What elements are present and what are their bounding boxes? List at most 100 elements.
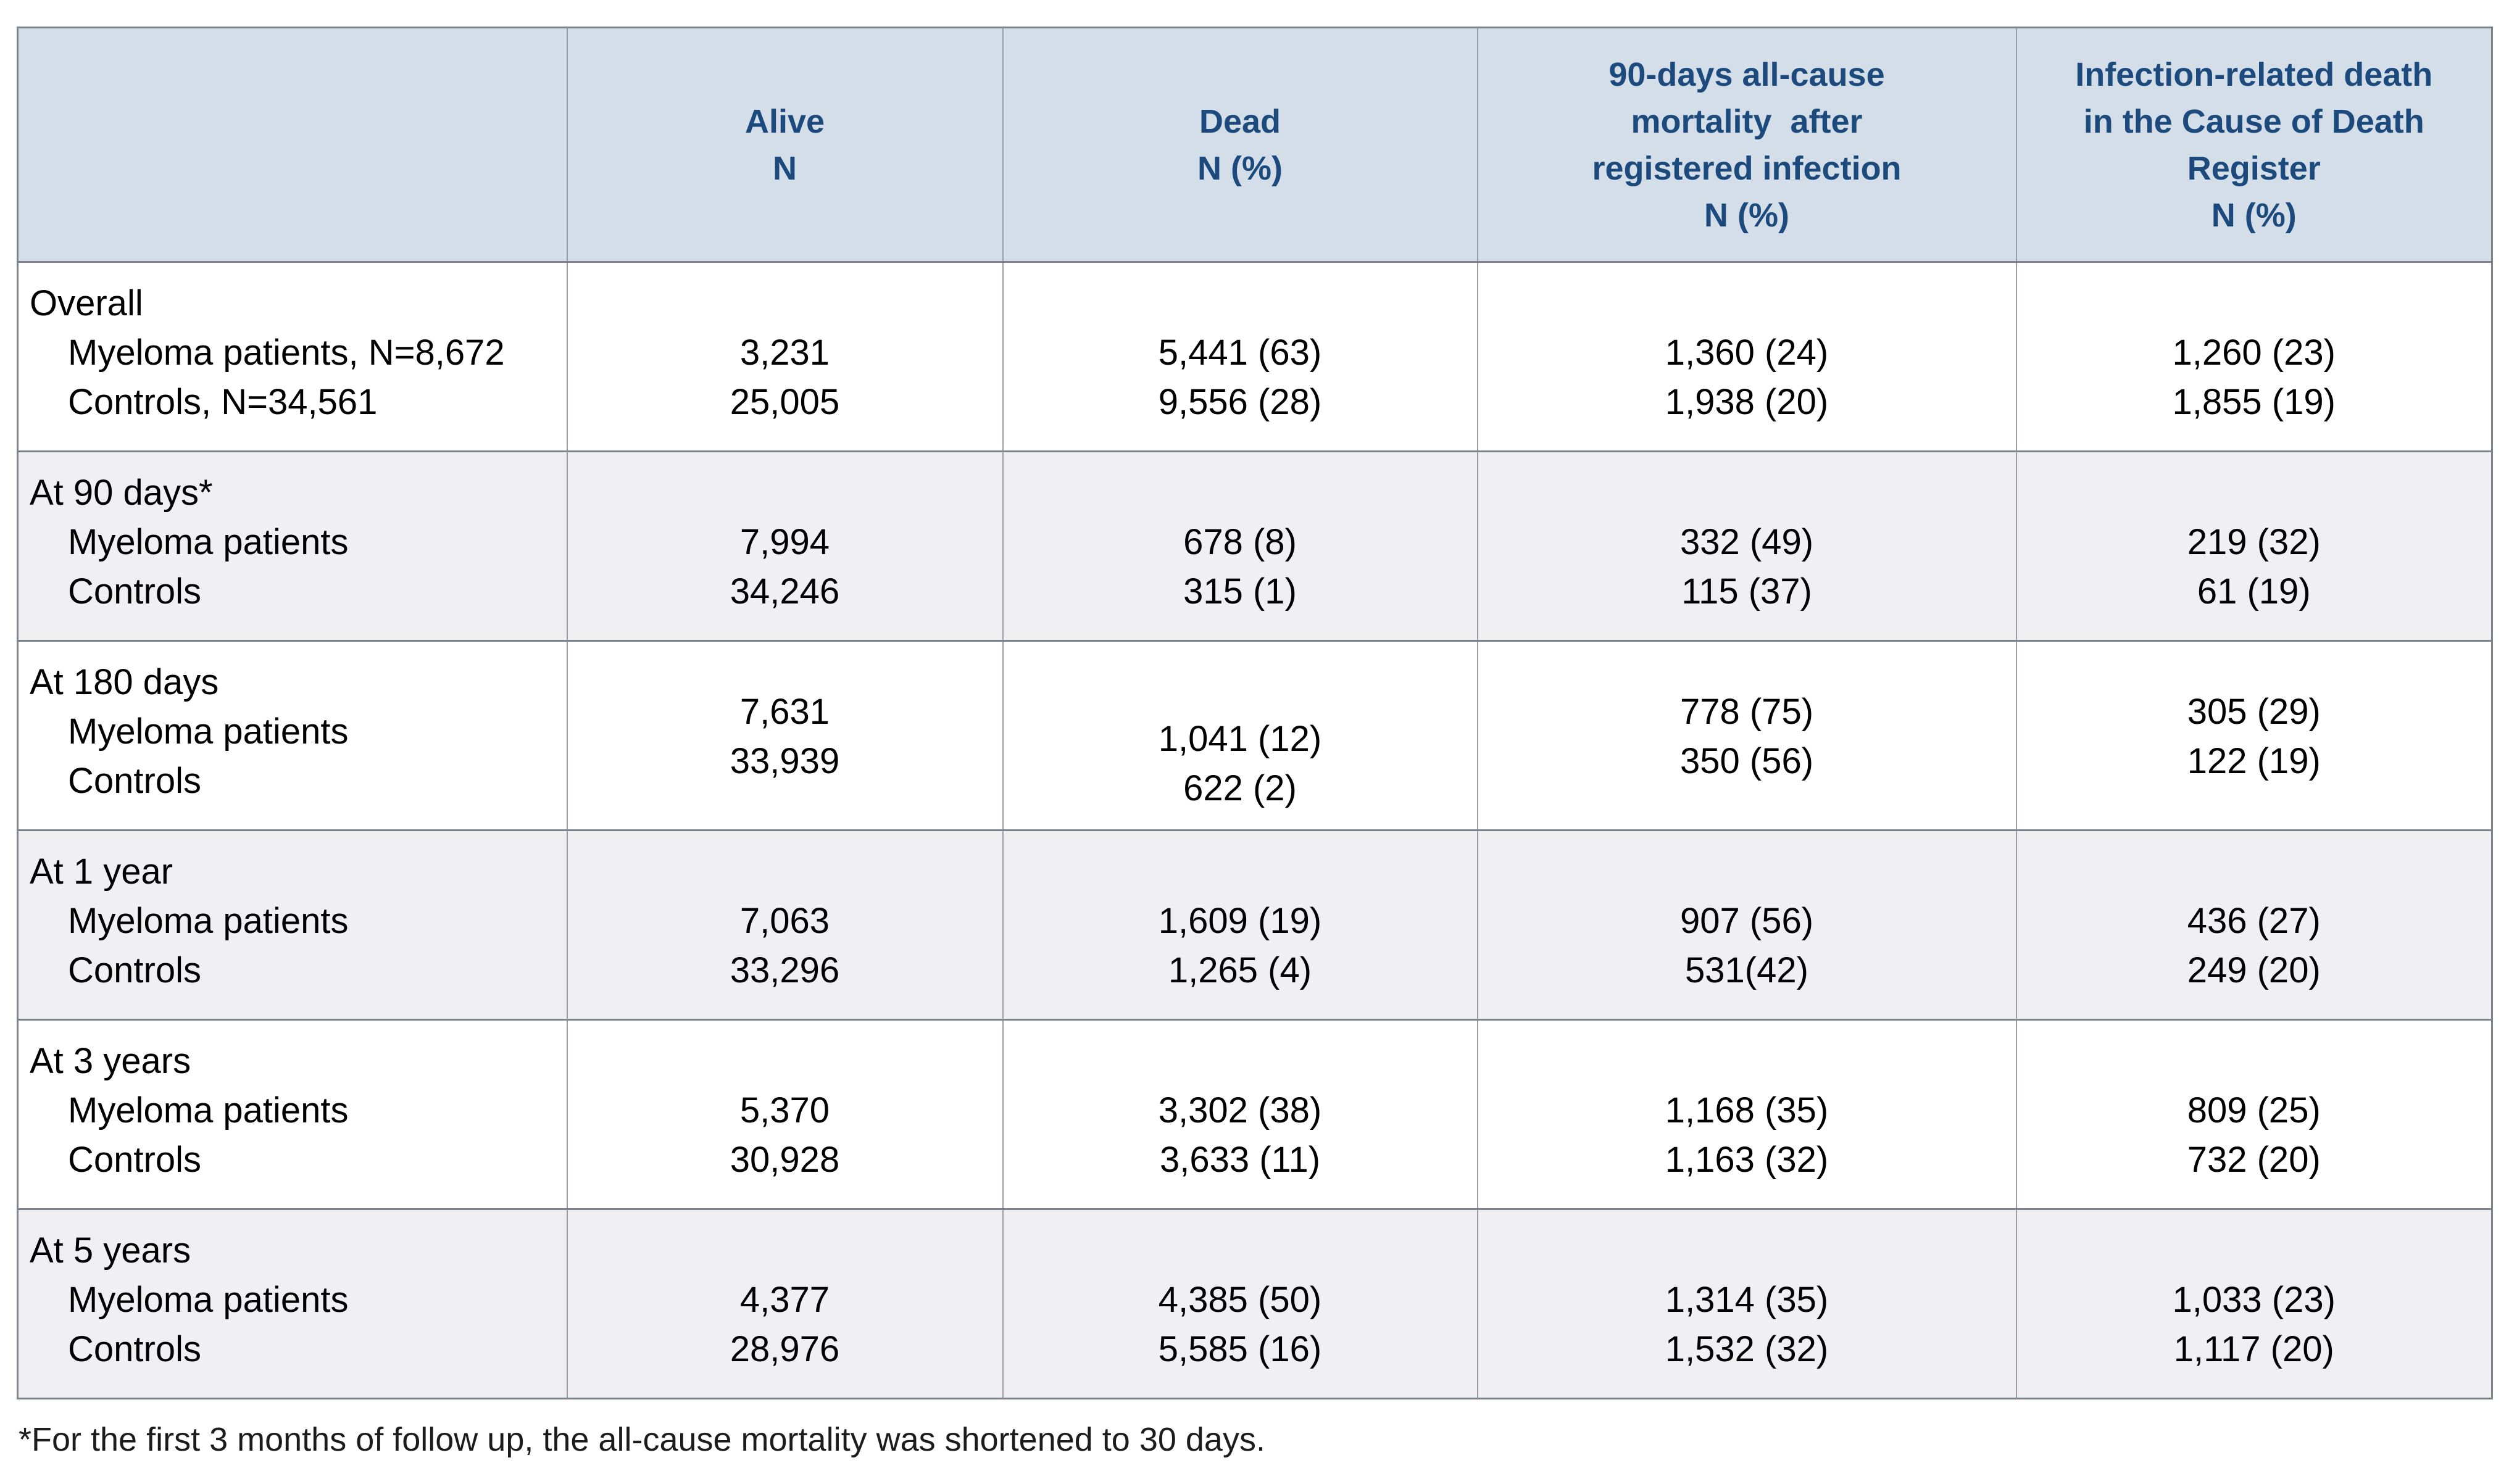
row-label: Myeloma patients [68,711,349,752]
cell-value: 5,441 (63) [1158,333,1322,373]
cell-value: 315 (1) [1183,571,1297,611]
row-label: Myeloma patients [68,901,349,941]
section-title: At 180 days [30,662,219,702]
dead-cell: 1,609 (19) 1,265 (4) [1002,829,1478,1021]
cell-value: 436 (27) [2187,901,2321,941]
row-label: Myeloma patients [68,522,349,562]
cell-value: 3,302 (38) [1158,1090,1322,1130]
header-empty [17,27,568,263]
mortality90-cell: 332 (49) 115 (37) [1476,450,2017,642]
cell-value: 33,939 [730,741,840,781]
cell-value: 1,855 (19) [2172,382,2336,422]
dead-cell: 678 (8) 315 (1) [1002,450,1478,642]
cell-value: 28,976 [730,1329,840,1369]
section-3-years: At 3 years Myeloma patients Controls 5,3… [17,1019,2493,1210]
cell-value: 305 (29) [2187,692,2321,732]
cell-value: 7,063 [739,901,830,941]
section-label-cell: Overall Myeloma patients, N=8,672 Contro… [17,261,568,452]
cell-value: 1,260 (23) [2172,333,2336,373]
cell-value: 907 (56) [1679,901,1814,941]
cell-value: 4,385 (50) [1158,1280,1322,1320]
infection-cell: 436 (27) 249 (20) [2015,829,2493,1021]
header-infection-death: Infection-related death in the Cause of … [2015,27,2493,263]
infection-cell: 809 (25) 732 (20) [2015,1019,2493,1210]
infection-cell: 1,033 (23) 1,117 (20) [2015,1208,2493,1399]
cell-value: 219 (32) [2187,522,2321,562]
row-label: Controls [68,1329,201,1369]
section-title: At 90 days* [30,473,213,513]
dead-cell: 3,302 (38) 3,633 (11) [1002,1019,1478,1210]
cell-value: 3,231 [739,333,830,373]
mortality90-cell: 1,360 (24) 1,938 (20) [1476,261,2017,452]
cell-value: 115 (37) [1681,571,1812,611]
cell-value: 33,296 [730,950,840,990]
cell-value: 531(42) [1685,950,1808,990]
alive-cell: 7,994 34,246 [566,450,1004,642]
infection-cell: 305 (29) 122 (19) [2015,640,2493,831]
section-title: At 5 years [30,1230,191,1271]
header-alive: Alive N [566,27,1004,263]
row-label: Controls [68,950,201,990]
alive-cell: 7,631 33,939 [566,640,1004,831]
dead-cell: 1,041 (12) 622 (2) [1002,640,1478,831]
row-label: Myeloma patients [68,1090,349,1130]
section-title: Overall [30,283,143,323]
cell-value: 1,532 (32) [1665,1329,1829,1369]
section-title: At 3 years [30,1041,191,1081]
cell-value: 778 (75) [1679,692,1814,732]
row-label: Controls, N=34,561 [68,382,378,422]
header-90day-mortality: 90-days all-cause mortality after regist… [1476,27,2017,263]
cell-value: 809 (25) [2187,1090,2321,1130]
row-label: Controls [68,1140,201,1180]
cell-value: 9,556 (28) [1158,382,1322,422]
row-label: Myeloma patients [68,1280,349,1320]
mortality90-cell: 907 (56) 531(42) [1476,829,2017,1021]
section-label-cell: At 1 year Myeloma patients Controls [17,829,568,1021]
section-5-years: At 5 years Myeloma patients Controls 4,3… [17,1208,2493,1399]
cell-value: 3,633 (11) [1159,1140,1321,1180]
mortality90-cell: 1,314 (35) 1,532 (32) [1476,1208,2017,1399]
cell-value: 332 (49) [1679,522,1814,562]
section-overall: Overall Myeloma patients, N=8,672 Contro… [17,261,2493,452]
cell-value: 5,585 (16) [1158,1329,1322,1369]
section-label-cell: At 180 days Myeloma patients Controls [17,640,568,831]
alive-cell: 5,370 30,928 [566,1019,1004,1210]
cell-value: 1,360 (24) [1665,333,1829,373]
cell-value: 1,117 (20) [2173,1329,2334,1369]
cell-value: 4,377 [739,1280,830,1320]
cell-value: 7,994 [739,522,830,562]
dead-cell: 5,441 (63) 9,556 (28) [1002,261,1478,452]
section-label-cell: At 90 days* Myeloma patients Controls [17,450,568,642]
cell-value: 25,005 [730,382,840,422]
table-footnote: *For the first 3 months of follow up, th… [19,1421,1265,1458]
infection-cell: 1,260 (23) 1,855 (19) [2015,261,2493,452]
cell-value: 732 (20) [2187,1140,2321,1180]
mortality-table: Alive N Dead N (%) 90-days all-cause mor… [17,27,2493,1399]
cell-value: 1,033 (23) [2172,1280,2336,1320]
row-label: Controls [68,761,201,801]
cell-value: 622 (2) [1183,768,1297,808]
cell-value: 34,246 [730,571,840,611]
cell-value: 1,168 (35) [1665,1090,1829,1130]
dead-cell: 4,385 (50) 5,585 (16) [1002,1208,1478,1399]
header-row: Alive N Dead N (%) 90-days all-cause mor… [17,27,2493,263]
mortality90-cell: 1,168 (35) 1,163 (32) [1476,1019,2017,1210]
header-dead: Dead N (%) [1002,27,1478,263]
cell-value: 61 (19) [2197,571,2311,611]
cell-value: 1,163 (32) [1665,1140,1829,1180]
row-label: Controls [68,571,201,611]
section-title: At 1 year [30,852,173,892]
cell-value: 7,631 [739,692,830,732]
cell-value: 249 (20) [2187,950,2321,990]
section-90-days: At 90 days* Myeloma patients Controls 7,… [17,450,2493,642]
alive-cell: 3,231 25,005 [566,261,1004,452]
cell-value: 5,370 [739,1090,830,1130]
cell-value: 30,928 [730,1140,840,1180]
section-1-year: At 1 year Myeloma patients Controls 7,06… [17,829,2493,1021]
cell-value: 1,041 (12) [1158,719,1322,759]
cell-value: 122 (19) [2187,741,2321,781]
cell-value: 678 (8) [1183,522,1297,562]
cell-value: 1,265 (4) [1168,950,1312,990]
alive-cell: 4,377 28,976 [566,1208,1004,1399]
